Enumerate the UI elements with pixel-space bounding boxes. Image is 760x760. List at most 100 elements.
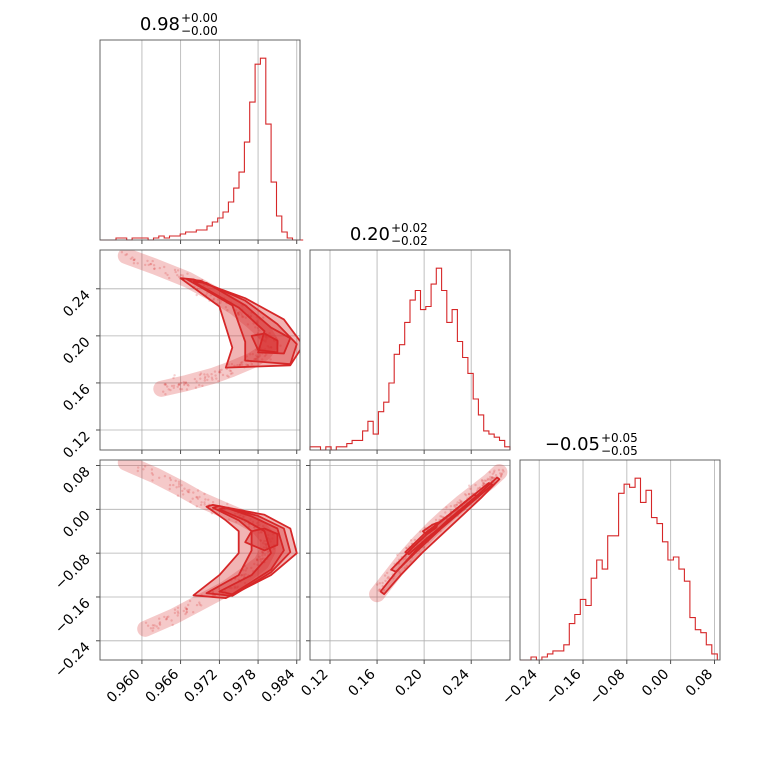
sample-point — [198, 495, 201, 499]
sample-point — [251, 520, 255, 523]
sample-point — [377, 589, 380, 592]
axes-frame — [99, 249, 301, 451]
histogram-step-line — [309, 267, 511, 451]
sample-point — [151, 624, 155, 627]
sample-point — [271, 537, 274, 540]
sample-point — [236, 585, 240, 588]
sample-point — [478, 486, 482, 489]
sample-point — [237, 313, 240, 316]
sample-point — [258, 555, 261, 558]
sample-point — [172, 386, 175, 390]
sample-point — [497, 468, 501, 472]
sample-point — [203, 503, 206, 506]
sample-point — [198, 383, 201, 387]
sample-point — [188, 599, 192, 603]
sample-point — [482, 482, 485, 485]
contour-fill — [187, 279, 297, 365]
sample-point — [182, 609, 185, 613]
sample-point — [233, 586, 236, 590]
sample-point — [460, 500, 463, 503]
sample-point — [248, 353, 252, 356]
sample-point — [440, 515, 443, 518]
sample-point — [203, 373, 206, 376]
hist-panel-0: 0.98 +0.00−0.00 — [99, 11, 304, 244]
title-minus: −0.00 — [181, 24, 218, 38]
sample-point — [494, 474, 498, 477]
y-tick-label: 0.20 — [60, 334, 93, 367]
sample-point — [211, 378, 214, 381]
sample-point — [175, 486, 178, 489]
sample-point — [192, 611, 195, 614]
sample-point — [259, 539, 262, 542]
sample-point — [185, 608, 188, 611]
hist-panel-1: 0.20 +0.02−0.02 — [309, 221, 511, 454]
y-tick-label: 0.16 — [60, 381, 93, 414]
sample-point — [163, 383, 166, 386]
sample-point — [486, 477, 489, 480]
sample-point — [172, 483, 175, 487]
sample-point — [256, 558, 259, 561]
sample-point — [269, 358, 272, 361]
axes-frame — [309, 459, 511, 661]
sample-point — [258, 523, 261, 527]
sample-point — [254, 357, 257, 361]
sample-point — [272, 533, 275, 536]
sample-point — [200, 501, 203, 504]
sample-point — [491, 472, 494, 476]
sample-point — [137, 466, 140, 469]
sample-point — [133, 258, 136, 261]
y-tick-label: 0.24 — [60, 287, 93, 320]
sample-point — [158, 622, 161, 625]
sample-point — [152, 264, 156, 267]
x-tick-label: 0.20 — [392, 666, 425, 699]
sample-point — [244, 573, 247, 576]
sample-point — [183, 383, 186, 387]
sample-point — [254, 326, 257, 329]
sample-point — [162, 390, 165, 393]
sample-point — [423, 546, 426, 549]
sample-point — [170, 619, 173, 622]
sample-point — [483, 479, 486, 482]
sample-point — [129, 257, 133, 260]
x-tick-label: −0.16 — [543, 666, 585, 708]
sample-point — [439, 515, 442, 518]
sample-point — [474, 483, 477, 487]
density-band — [117, 460, 276, 637]
sample-point — [174, 479, 177, 482]
sample-point — [167, 388, 170, 391]
sample-point — [173, 374, 176, 377]
x-tick-label: 0.978 — [220, 666, 260, 706]
sample-point — [227, 375, 230, 378]
sample-point — [482, 482, 485, 485]
sample-point — [481, 484, 484, 487]
sample-point — [264, 544, 268, 547]
sample-point — [226, 309, 229, 312]
sample-point — [180, 484, 183, 487]
sample-point — [212, 297, 216, 300]
sample-point — [221, 373, 225, 377]
sample-point — [238, 310, 241, 314]
pair-panel-0-2: 0.960 0.966 0.972 0.978 0.984 −0.24−0.16−0.08… — [52, 459, 301, 706]
sample-point — [147, 263, 150, 267]
sample-point — [386, 571, 389, 575]
sample-point — [263, 553, 267, 556]
sample-point — [198, 601, 201, 604]
sample-point — [214, 374, 217, 377]
sample-point — [144, 621, 148, 624]
sample-point — [203, 377, 207, 380]
sample-point — [381, 581, 384, 585]
sample-point — [486, 478, 489, 482]
sample-point — [163, 615, 166, 619]
sample-point — [203, 379, 206, 382]
sample-point — [187, 603, 190, 607]
sample-point — [203, 501, 206, 504]
sample-point — [404, 557, 407, 560]
sample-point — [261, 358, 264, 361]
sample-point — [256, 563, 259, 566]
sample-point — [144, 263, 147, 267]
sample-point — [168, 483, 172, 487]
sample-point — [177, 383, 180, 386]
sample-point — [434, 518, 438, 522]
sample-point — [179, 273, 183, 277]
sample-point — [262, 316, 265, 319]
